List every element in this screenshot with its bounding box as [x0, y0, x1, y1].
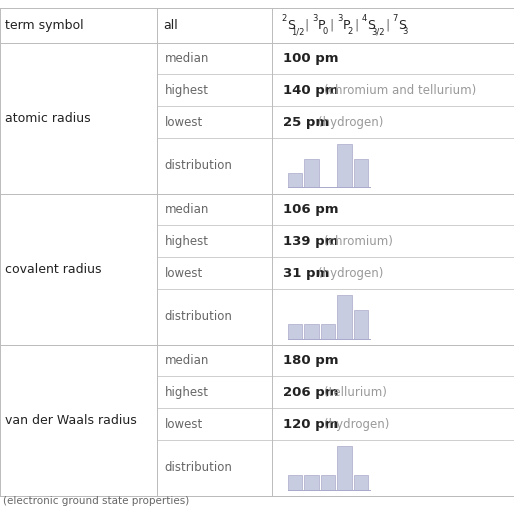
Text: S: S [287, 18, 295, 32]
Bar [321, 324, 335, 338]
Bar [337, 295, 352, 338]
Text: 3: 3 [337, 14, 342, 23]
Text: 3: 3 [402, 27, 408, 36]
Text: median: median [164, 52, 209, 65]
Text: all: all [163, 18, 178, 32]
Text: (electronic ground state properties): (electronic ground state properties) [3, 496, 189, 506]
Text: covalent radius: covalent radius [5, 263, 102, 275]
Text: |: | [329, 18, 334, 32]
Text: 0: 0 [322, 27, 327, 36]
Text: (chromium and tellurium): (chromium and tellurium) [324, 84, 476, 97]
Text: 100 pm: 100 pm [283, 52, 338, 65]
Text: lowest: lowest [164, 267, 203, 280]
Text: 2: 2 [347, 27, 352, 36]
Bar [288, 173, 302, 188]
Text: (chromium): (chromium) [324, 235, 393, 248]
Bar [304, 324, 319, 338]
Bar [288, 475, 302, 490]
Text: 180 pm: 180 pm [283, 354, 338, 367]
Text: 25 pm: 25 pm [283, 115, 329, 129]
Text: S: S [367, 18, 375, 32]
Text: (tellurium): (tellurium) [324, 386, 387, 399]
Bar [354, 159, 368, 188]
Bar [354, 475, 368, 490]
Text: (hydrogen): (hydrogen) [319, 115, 384, 129]
Text: 139 pm: 139 pm [283, 235, 338, 248]
Bar [354, 310, 368, 338]
Text: distribution: distribution [164, 159, 232, 172]
Text: distribution: distribution [164, 461, 232, 474]
Text: highest: highest [164, 235, 209, 248]
Text: distribution: distribution [164, 310, 232, 323]
Text: 3/2: 3/2 [372, 27, 385, 36]
Text: P: P [342, 18, 350, 32]
Text: 120 pm: 120 pm [283, 418, 338, 431]
Text: lowest: lowest [164, 115, 203, 129]
Text: |: | [385, 18, 389, 32]
Text: 4: 4 [362, 14, 367, 23]
Text: (hydrogen): (hydrogen) [319, 267, 384, 280]
Text: |: | [354, 18, 358, 32]
Text: median: median [164, 354, 209, 367]
Text: 1/2: 1/2 [291, 27, 305, 36]
Text: highest: highest [164, 84, 209, 97]
Text: 140 pm: 140 pm [283, 84, 338, 97]
Text: |: | [305, 18, 309, 32]
Bar [337, 446, 352, 490]
Text: 2: 2 [282, 14, 287, 23]
Text: van der Waals radius: van der Waals radius [5, 414, 137, 427]
Text: 106 pm: 106 pm [283, 203, 338, 216]
Bar [321, 475, 335, 490]
Text: term symbol: term symbol [5, 18, 84, 32]
Text: 206 pm: 206 pm [283, 386, 338, 399]
Bar [288, 324, 302, 338]
Bar [304, 475, 319, 490]
Text: 31 pm: 31 pm [283, 267, 329, 280]
Text: (hydrogen): (hydrogen) [324, 418, 390, 431]
Bar [337, 144, 352, 188]
Text: median: median [164, 203, 209, 216]
Text: S: S [398, 18, 406, 32]
Bar [304, 159, 319, 188]
Text: 7: 7 [393, 14, 398, 23]
Text: P: P [318, 18, 325, 32]
Text: 3: 3 [313, 14, 318, 23]
Text: atomic radius: atomic radius [5, 111, 91, 125]
Text: lowest: lowest [164, 418, 203, 431]
Text: highest: highest [164, 386, 209, 399]
